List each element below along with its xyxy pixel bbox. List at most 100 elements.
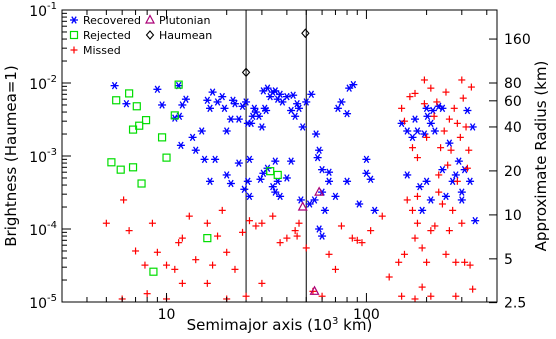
missed-point: [453, 119, 461, 127]
recovered-point: [218, 92, 227, 101]
missed-point: [411, 89, 419, 97]
recovered-point: [176, 141, 185, 150]
missed-point: [458, 219, 466, 227]
recovered-point: [313, 153, 322, 162]
recovered-point: [320, 206, 329, 215]
missed-point: [413, 219, 421, 227]
missed-point: [295, 219, 303, 227]
recovered-point: [422, 104, 431, 113]
missed-point: [431, 222, 439, 230]
missed-point: [469, 285, 477, 293]
legend: Recovered Plutonian Rejected Haumean Missed: [69, 14, 212, 57]
recovered-point: [213, 98, 222, 106]
recovered-point: [257, 123, 266, 131]
recovered-point: [254, 112, 263, 121]
rejected-point: [273, 170, 282, 180]
recovered-point: [312, 130, 321, 138]
y2-tick-label: 10: [504, 208, 522, 224]
missed-point: [444, 161, 452, 169]
missed-point: [348, 234, 356, 242]
recovered-point: [263, 84, 272, 92]
recovered-point: [466, 177, 475, 186]
recovered-point: [325, 177, 334, 186]
missed-point: [442, 88, 450, 96]
plutonian-point: [314, 186, 325, 196]
recovered-point: [153, 85, 162, 94]
rejected-point: [162, 153, 171, 162]
legend-plutonian-label: Plutonian: [159, 14, 210, 27]
rejected-point: [128, 163, 138, 172]
missed-point: [408, 144, 416, 152]
recovered-point: [305, 200, 314, 208]
missed-point: [258, 279, 266, 287]
missed-point: [433, 98, 441, 106]
missed-point: [427, 84, 435, 92]
recovered-point: [268, 182, 277, 191]
y2-tick-label: 20: [504, 164, 522, 180]
missed-point: [269, 212, 277, 220]
missed-point: [395, 258, 403, 266]
y-tick-label: 10-1: [29, 1, 57, 20]
legend-missed-label: Missed: [83, 44, 121, 57]
y-tick-label: 10-4: [29, 220, 57, 239]
recovered-point: [188, 133, 197, 142]
legend-recovered-label: Recovered: [83, 14, 141, 27]
missed-point: [400, 117, 408, 125]
recovered-point: [222, 171, 231, 179]
recovered-point: [247, 119, 256, 128]
recovered-point: [468, 123, 477, 131]
missed-point: [445, 115, 453, 123]
missed-point: [102, 219, 110, 227]
missed-point: [245, 217, 253, 225]
recovered-point: [418, 206, 427, 215]
recovered-point: [307, 90, 316, 99]
missed-point: [406, 93, 414, 101]
recovered-point: [362, 155, 371, 164]
y-tick-label: 10-5: [29, 293, 57, 312]
recovered-point: [366, 175, 375, 184]
recovered-point: [208, 88, 217, 96]
recovered-point: [471, 216, 480, 225]
missed-point: [462, 123, 470, 131]
rejected-point: [112, 96, 121, 105]
missed-point: [466, 261, 474, 269]
missed-point: [125, 227, 133, 235]
recovered-point: [242, 98, 251, 106]
y2-tick-label: 160: [504, 32, 531, 48]
recovered-point: [262, 106, 271, 115]
recovered-point: [110, 81, 119, 90]
missed-point: [120, 196, 128, 204]
recovered-point: [293, 99, 302, 108]
recovered-point: [191, 146, 200, 154]
recovered-point: [296, 196, 305, 204]
haumean-point: [241, 67, 251, 78]
recovered-point: [289, 91, 298, 99]
rejected-point: [132, 102, 141, 111]
missed-point: [430, 112, 438, 120]
rejected-point: [157, 133, 167, 142]
missed-point: [442, 250, 450, 258]
missed-point: [358, 239, 366, 247]
missed-point: [353, 236, 361, 244]
missed-point: [378, 212, 386, 220]
missed-point: [427, 227, 435, 235]
recovered-point: [271, 188, 280, 196]
legend-rejected-marker: [69, 30, 79, 40]
missed-point: [427, 292, 435, 300]
recovered-point: [298, 123, 307, 131]
recovered-point: [408, 133, 417, 142]
recovered-point: [287, 157, 296, 165]
recovered-point: [451, 171, 460, 179]
missed-point: [242, 292, 250, 300]
recovered-point: [362, 169, 371, 178]
recovered-point: [266, 92, 275, 101]
recovered-point: [422, 177, 431, 186]
rejected-point: [137, 179, 146, 188]
recovered-point: [457, 188, 466, 196]
recovered-point: [318, 232, 327, 240]
x-tick-label: 100: [353, 307, 380, 323]
recovered-point: [426, 119, 435, 128]
recovered-point: [234, 159, 243, 167]
